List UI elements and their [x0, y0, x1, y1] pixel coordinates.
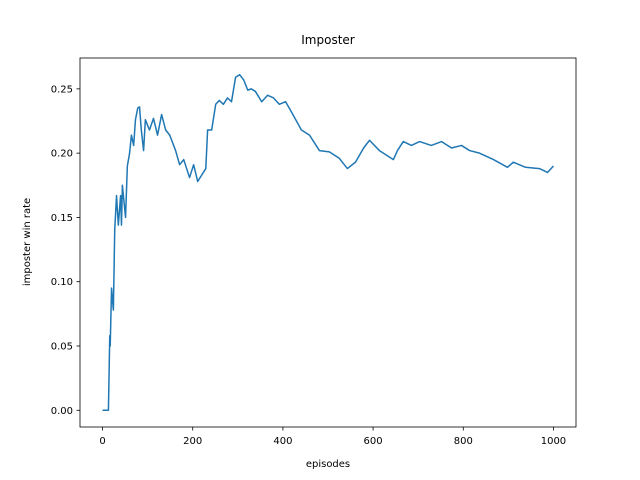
y-tick-label: 0.20 — [51, 149, 73, 160]
x-tick-label: 800 — [454, 436, 473, 447]
x-tick-label: 0 — [99, 436, 105, 447]
plot-frame — [79, 57, 577, 428]
y-tick-label: 0.25 — [51, 84, 73, 95]
y-tick-label: 0.00 — [51, 406, 73, 417]
x-tick-label: 200 — [183, 436, 202, 447]
x-tick-label: 1000 — [541, 436, 566, 447]
y-tick-label: 0.15 — [51, 213, 73, 224]
y-tick-label: 0.10 — [51, 277, 73, 288]
y-tick-label: 0.05 — [51, 342, 73, 353]
data-line — [102, 73, 555, 412]
y-axis-label: imposter win rate — [22, 198, 33, 286]
chart-title: Imposter — [301, 33, 355, 47]
x-tick-label: 400 — [273, 436, 292, 447]
x-tick-label: 600 — [364, 436, 383, 447]
x-axis-label: episodes — [306, 459, 350, 470]
